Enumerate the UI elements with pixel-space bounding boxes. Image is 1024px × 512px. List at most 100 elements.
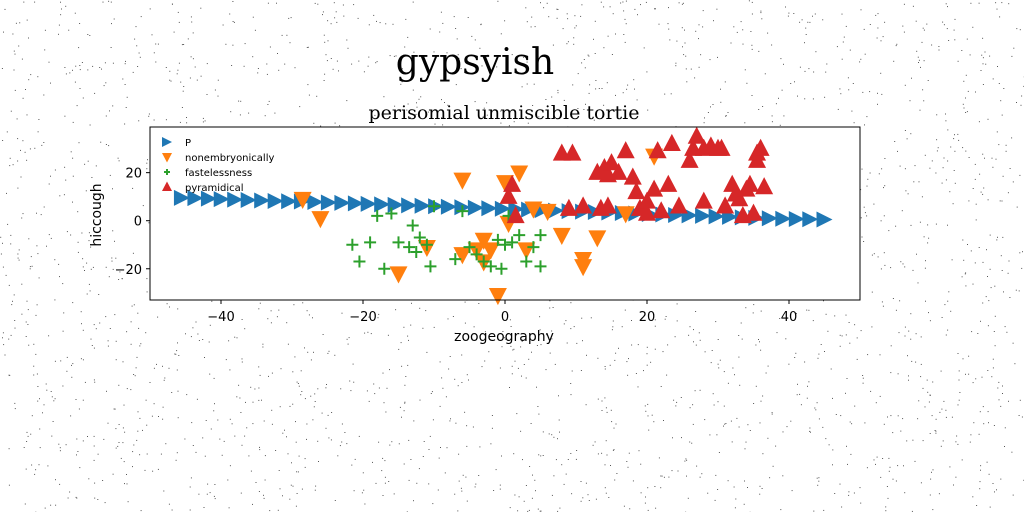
point-pyramidical xyxy=(687,126,706,144)
point-p xyxy=(481,200,498,217)
y-tick-label: 0 xyxy=(134,215,142,230)
point-pyramidical xyxy=(645,179,664,197)
point-pyramidical xyxy=(638,203,656,221)
point-pyramidical xyxy=(669,196,688,214)
point-p xyxy=(788,211,805,228)
point-fastelessness xyxy=(513,229,526,242)
point-pyramidical xyxy=(680,150,699,168)
x-tick-label: −40 xyxy=(207,310,234,325)
y-tick-label: 20 xyxy=(125,167,142,182)
x-tick-label: 0 xyxy=(501,310,509,325)
point-nonembryonically xyxy=(293,191,312,209)
point-pyramidical xyxy=(506,206,525,224)
series-fastelessness xyxy=(346,200,547,275)
point-pyramidical xyxy=(559,198,578,216)
point-p xyxy=(173,189,190,206)
series-pyramidical xyxy=(499,126,774,224)
point-p xyxy=(227,191,244,208)
point-nonembryonically xyxy=(524,201,543,219)
point-fastelessness xyxy=(410,245,423,258)
point-p xyxy=(213,191,230,208)
legend-label-p: P xyxy=(185,138,191,149)
point-p xyxy=(494,200,511,217)
point-fastelessness xyxy=(406,219,419,232)
point-p xyxy=(334,194,351,211)
point-p xyxy=(267,193,284,210)
point-p xyxy=(802,211,819,228)
point-fastelessness xyxy=(499,238,511,251)
point-pyramidical xyxy=(602,153,621,171)
point-p xyxy=(761,210,778,227)
point-pyramidical xyxy=(638,191,656,209)
point-p xyxy=(187,190,204,207)
point-pyramidical xyxy=(712,138,731,156)
point-p xyxy=(467,199,484,216)
point-p xyxy=(347,195,364,212)
point-pyramidical xyxy=(623,167,642,185)
point-fastelessness xyxy=(449,253,462,266)
point-p xyxy=(281,193,298,210)
point-pyramidical xyxy=(662,133,681,152)
legend-marker-pyramidical xyxy=(162,181,172,191)
point-pyramidical xyxy=(744,203,763,221)
y-tick-label: −20 xyxy=(115,263,142,278)
point-p xyxy=(374,196,391,213)
point-p xyxy=(320,194,337,211)
point-p xyxy=(775,210,792,227)
point-fastelessness xyxy=(371,209,384,222)
point-pyramidical xyxy=(694,191,713,209)
point-fastelessness xyxy=(346,238,359,251)
point-pyramidical xyxy=(574,196,593,214)
point-fastelessness xyxy=(491,233,504,246)
legend-marker-nonembryonically xyxy=(162,153,172,163)
point-fastelessness xyxy=(428,200,440,213)
point-nonembryonically xyxy=(510,165,529,183)
point-pyramidical xyxy=(659,174,678,192)
point-pyramidical xyxy=(616,141,635,159)
x-tick-label: 40 xyxy=(781,310,798,325)
x-axis-label: zoogeography xyxy=(454,329,554,345)
point-nonembryonically xyxy=(453,172,472,190)
point-nonembryonically xyxy=(474,232,493,250)
x-tick-label: 20 xyxy=(639,310,656,325)
point-fastelessness xyxy=(506,236,519,249)
point-fastelessness xyxy=(527,241,540,254)
point-fastelessness xyxy=(364,236,377,249)
point-pyramidical xyxy=(609,162,628,180)
legend-label-pyramidical: pyramidical xyxy=(185,183,244,194)
point-p xyxy=(414,197,431,214)
point-fastelessness xyxy=(534,229,547,242)
legend-label-nonembryonically: nonembryonically xyxy=(185,153,274,164)
point-p xyxy=(695,207,712,224)
point-pyramidical xyxy=(627,181,646,200)
point-fastelessness xyxy=(385,207,398,220)
point-p xyxy=(708,208,725,225)
point-fastelessness xyxy=(470,248,483,261)
point-p xyxy=(401,197,418,214)
point-p xyxy=(254,192,271,209)
point-nonembryonically xyxy=(496,175,514,193)
point-p xyxy=(200,190,217,207)
point-fastelessness xyxy=(378,262,391,275)
point-nonembryonically xyxy=(552,227,571,246)
point-p xyxy=(307,193,324,210)
point-p xyxy=(240,192,257,209)
point-nonembryonically xyxy=(538,203,557,221)
point-fastelessness xyxy=(413,231,426,244)
point-fastelessness xyxy=(403,241,416,254)
point-pyramidical xyxy=(499,186,518,204)
point-fastelessness xyxy=(534,260,547,273)
point-fastelessness xyxy=(484,260,497,273)
point-nonembryonically xyxy=(488,287,507,306)
point-pyramidical xyxy=(563,143,582,161)
point-fastelessness xyxy=(495,262,508,275)
y-axis-ticks: −20 0 20 xyxy=(115,167,150,278)
point-fastelessness xyxy=(520,255,533,268)
point-nonembryonically xyxy=(574,259,593,277)
point-nonembryonically xyxy=(453,247,472,265)
point-fastelessness xyxy=(353,255,366,268)
point-fastelessness xyxy=(424,260,437,273)
point-fastelessness xyxy=(392,236,405,249)
